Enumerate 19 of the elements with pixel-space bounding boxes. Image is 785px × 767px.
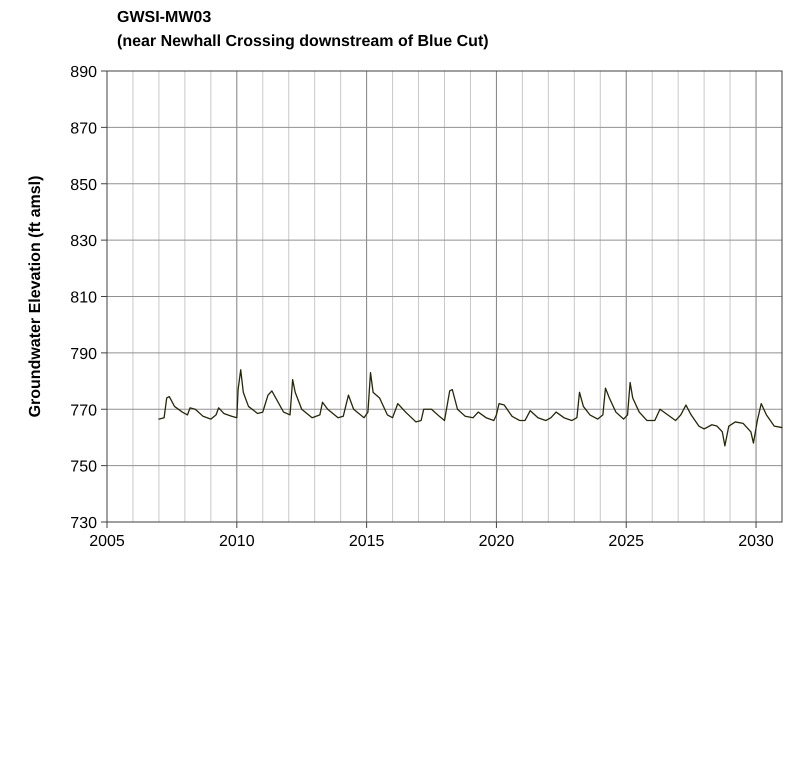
y-axis-title: Groundwater Elevation (ft amsl): [27, 176, 44, 418]
y-tick-label: 730: [70, 515, 98, 532]
x-tick-label: 2005: [89, 533, 125, 550]
y-tick-label: 830: [70, 233, 98, 250]
chart-title: GWSI-MW03: [117, 9, 212, 26]
y-tick-label: 890: [70, 64, 98, 81]
y-tick-label: 810: [70, 290, 98, 306]
x-tick-label: 2025: [608, 533, 644, 550]
y-tick-label: 790: [70, 346, 98, 363]
chart-subtitle: (near Newhall Crossing downstream of Blue Cut): [117, 33, 489, 50]
line-series: [158, 369, 783, 447]
y-tick-label: 750: [70, 458, 98, 476]
y-tick-label: 870: [70, 120, 98, 138]
y-tick-label: 770: [70, 402, 98, 420]
x-tick-label: 2015: [348, 533, 385, 550]
x-tick-label: 2030: [738, 533, 774, 550]
y-tick-label: 850: [70, 176, 98, 194]
x-tick-label: 2010: [219, 533, 255, 550]
x-tick-label: 2020: [478, 533, 514, 550]
